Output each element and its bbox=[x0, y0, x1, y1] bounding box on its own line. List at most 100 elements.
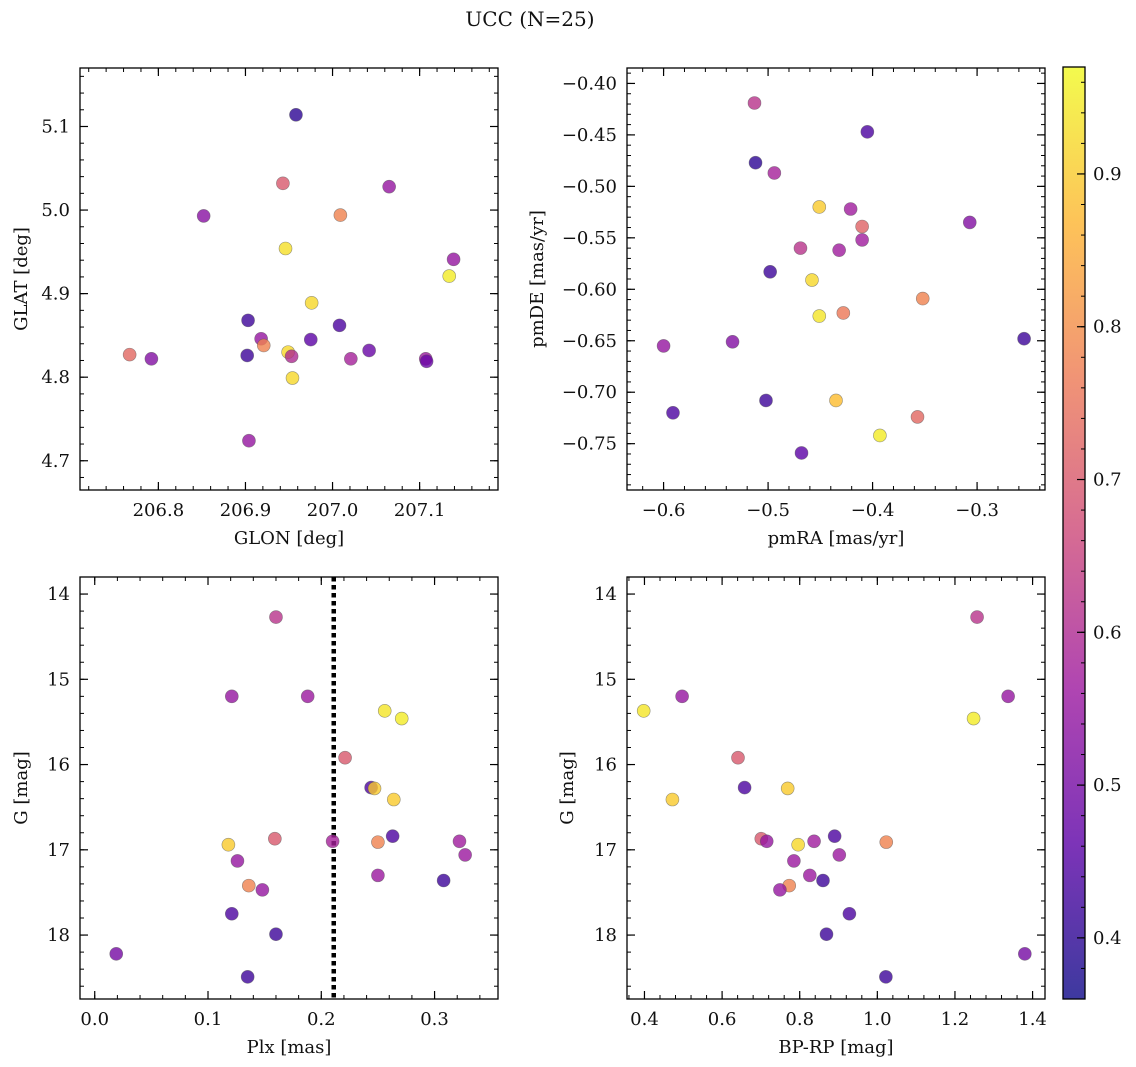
x-axis-label: GLON [deg] bbox=[234, 528, 344, 549]
scatter-point bbox=[196, 209, 211, 223]
y-tick-label: 4.9 bbox=[41, 284, 70, 305]
scatter-point bbox=[962, 215, 977, 230]
scatter-point bbox=[446, 252, 461, 267]
scatter-point bbox=[1001, 689, 1015, 704]
scatter-point bbox=[879, 970, 893, 984]
panels: 206.8 206.9 207.0 207.1 4.7 4.8 4.9 5.0 5.1 GLON … bbox=[11, 67, 1047, 1058]
x-tick-label: 0.1 bbox=[194, 1009, 223, 1030]
x-tick-label: 206.8 bbox=[133, 500, 185, 521]
scatter-point bbox=[665, 792, 680, 807]
scatter-point bbox=[805, 273, 819, 287]
x-tick-label: 207.0 bbox=[307, 500, 359, 521]
scatter-point bbox=[780, 781, 795, 796]
scatter-point bbox=[1018, 947, 1032, 961]
minor-ticks bbox=[80, 68, 498, 490]
scatter-point bbox=[269, 927, 283, 942]
scatter-point bbox=[284, 349, 299, 364]
axes-frame bbox=[79, 576, 499, 1000]
x-tick-label: −0.5 bbox=[746, 500, 790, 521]
scatter-point bbox=[725, 334, 740, 349]
colorbar-tick-label: 0.7 bbox=[1093, 470, 1122, 491]
scatter-point bbox=[394, 711, 409, 726]
y-axis-label: GLAT [deg] bbox=[11, 227, 32, 331]
scatter-point bbox=[230, 854, 245, 868]
scatter-point bbox=[860, 125, 875, 139]
y-tick-label: 5.0 bbox=[41, 200, 70, 221]
scatter-point bbox=[656, 339, 671, 353]
x-tick-label: 0.8 bbox=[785, 1009, 814, 1030]
y-tick-label: −0.75 bbox=[562, 434, 617, 455]
scatter-points bbox=[122, 107, 461, 448]
y-tick-label: 17 bbox=[594, 840, 617, 861]
scatter-point bbox=[240, 970, 255, 984]
scatter-point bbox=[836, 306, 851, 320]
scatter-point bbox=[832, 848, 847, 862]
x-tick-label: 0.3 bbox=[420, 1009, 449, 1030]
scatter-point bbox=[224, 906, 239, 921]
y-axis-label: G [mag] bbox=[11, 751, 32, 824]
axes-frame bbox=[79, 67, 499, 491]
scatter-point bbox=[344, 352, 358, 366]
x-tick-label: 0.2 bbox=[307, 1009, 336, 1030]
minor-ticks bbox=[80, 576, 498, 999]
y-tick-label: 14 bbox=[47, 584, 70, 605]
scatter-point bbox=[419, 354, 434, 369]
scatter-point bbox=[966, 711, 981, 726]
scatter-point bbox=[873, 428, 887, 443]
scatter-point bbox=[812, 200, 827, 214]
y-tick-label: −0.60 bbox=[562, 279, 617, 300]
scatter-point bbox=[1017, 331, 1031, 346]
y-tick-label: −0.50 bbox=[562, 176, 617, 197]
scatter-point bbox=[819, 927, 834, 942]
x-tick-label: 1.2 bbox=[941, 1009, 970, 1030]
x-tick-label: −0.6 bbox=[642, 500, 686, 521]
scatter-point bbox=[289, 107, 303, 122]
y-tick-label: −0.40 bbox=[562, 73, 617, 94]
y-tick-label: −0.55 bbox=[562, 228, 617, 249]
scatter-point bbox=[240, 348, 254, 363]
scatter-point bbox=[442, 269, 457, 283]
x-tick-label: −0.3 bbox=[955, 500, 999, 521]
y-tick-label: −0.65 bbox=[562, 331, 617, 352]
x-axis-label: BP-RP [mag] bbox=[778, 1037, 893, 1058]
scatter-point bbox=[636, 704, 651, 718]
x-tick-label: 207.1 bbox=[394, 500, 446, 521]
scatter-point bbox=[224, 689, 239, 704]
scatter-point bbox=[285, 371, 300, 385]
y-tick-label: 18 bbox=[594, 925, 617, 946]
x-axis-label: Plx [mas] bbox=[247, 1037, 332, 1058]
scatter-point bbox=[362, 343, 376, 358]
scatter-point bbox=[109, 947, 124, 961]
scatter-point bbox=[268, 831, 282, 846]
panel-pmra_pmde: −0.6 −0.5 −0.4 −0.3 −0.40 −0.45 −0.50 −0.55 −0.6… bbox=[527, 67, 1046, 549]
scatter-point bbox=[793, 241, 808, 255]
scatter-point bbox=[759, 393, 773, 408]
panel-bprp_g: 0.4 0.6 0.8 1.0 1.2 1.4 14 15 16 17 18 BP-RP [mag] G… bbox=[557, 576, 1047, 1058]
scatter-point bbox=[747, 96, 762, 110]
y-tick-label: −0.70 bbox=[562, 382, 617, 403]
axes-frame bbox=[626, 67, 1046, 491]
scatter-point bbox=[970, 610, 984, 624]
scatter-point bbox=[855, 219, 869, 234]
scatter-point bbox=[666, 406, 680, 420]
y-tick-label: 18 bbox=[47, 925, 70, 946]
scatter-point bbox=[794, 446, 809, 460]
colorbar-tick-label: 0.9 bbox=[1093, 164, 1122, 185]
scatter-point bbox=[269, 610, 283, 624]
scatter-point bbox=[371, 835, 385, 849]
scatter-point bbox=[386, 792, 401, 807]
scatter-point bbox=[300, 689, 315, 704]
scatter-point bbox=[675, 689, 689, 704]
scatter-point bbox=[436, 873, 451, 888]
y-tick-label: 5.1 bbox=[41, 116, 70, 137]
x-axis-label: pmRA [mas/yr] bbox=[768, 528, 905, 549]
y-tick-label: 17 bbox=[47, 840, 70, 861]
panel-glon_glat: 206.8 206.9 207.0 207.1 4.7 4.8 4.9 5.0 5.1 GLON … bbox=[11, 67, 499, 549]
scatter-point bbox=[731, 750, 745, 765]
colorbar-tick-label: 0.6 bbox=[1093, 622, 1122, 643]
scatter-point bbox=[767, 166, 782, 180]
y-tick-label: −0.45 bbox=[562, 125, 617, 146]
scatter-point bbox=[255, 883, 270, 897]
scatter-point bbox=[371, 868, 385, 883]
